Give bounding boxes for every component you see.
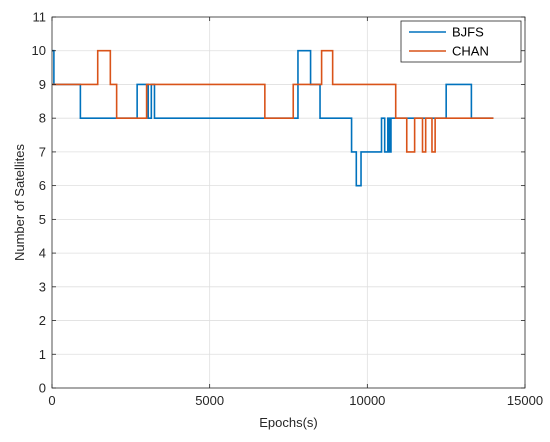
y-tick-label: 9 <box>39 77 46 92</box>
x-tick-label: 10000 <box>349 393 385 408</box>
x-tick-label: 15000 <box>507 393 543 408</box>
series-line-bjfs <box>52 49 494 187</box>
y-tick-label: 1 <box>39 347 46 362</box>
y-tick-label: 8 <box>39 111 46 126</box>
y-axis-label: Number of Satellites <box>12 143 27 261</box>
legend-label-chan: CHAN <box>452 44 489 59</box>
y-tick-label: 6 <box>39 178 46 193</box>
plot-frame <box>51 16 526 389</box>
axis-ticks: 0 5000 10000 15000 0 1 2 3 4 5 6 7 8 9 10 11 <box>32 10 544 409</box>
legend: BJFS CHAN <box>400 20 522 63</box>
y-tick-label: 2 <box>39 313 46 328</box>
plot-background <box>52 17 525 388</box>
x-tick-label: 5000 <box>195 393 224 408</box>
series-group <box>52 49 494 187</box>
x-axis-label: Epochs(s) <box>259 415 318 430</box>
series-line-chan <box>52 49 494 153</box>
legend-box <box>400 20 522 63</box>
y-tick-label: 7 <box>39 144 46 159</box>
y-tick-label: 4 <box>39 246 46 261</box>
legend-label-bjfs: BJFS <box>452 25 484 40</box>
x-tick-label: 0 <box>48 393 55 408</box>
y-tick-label: 11 <box>33 10 47 25</box>
y-tick-label: 3 <box>39 279 46 294</box>
y-tick-label: 10 <box>32 43 46 58</box>
y-tick-label: 0 <box>39 381 46 396</box>
y-tick-label: 5 <box>39 212 46 227</box>
